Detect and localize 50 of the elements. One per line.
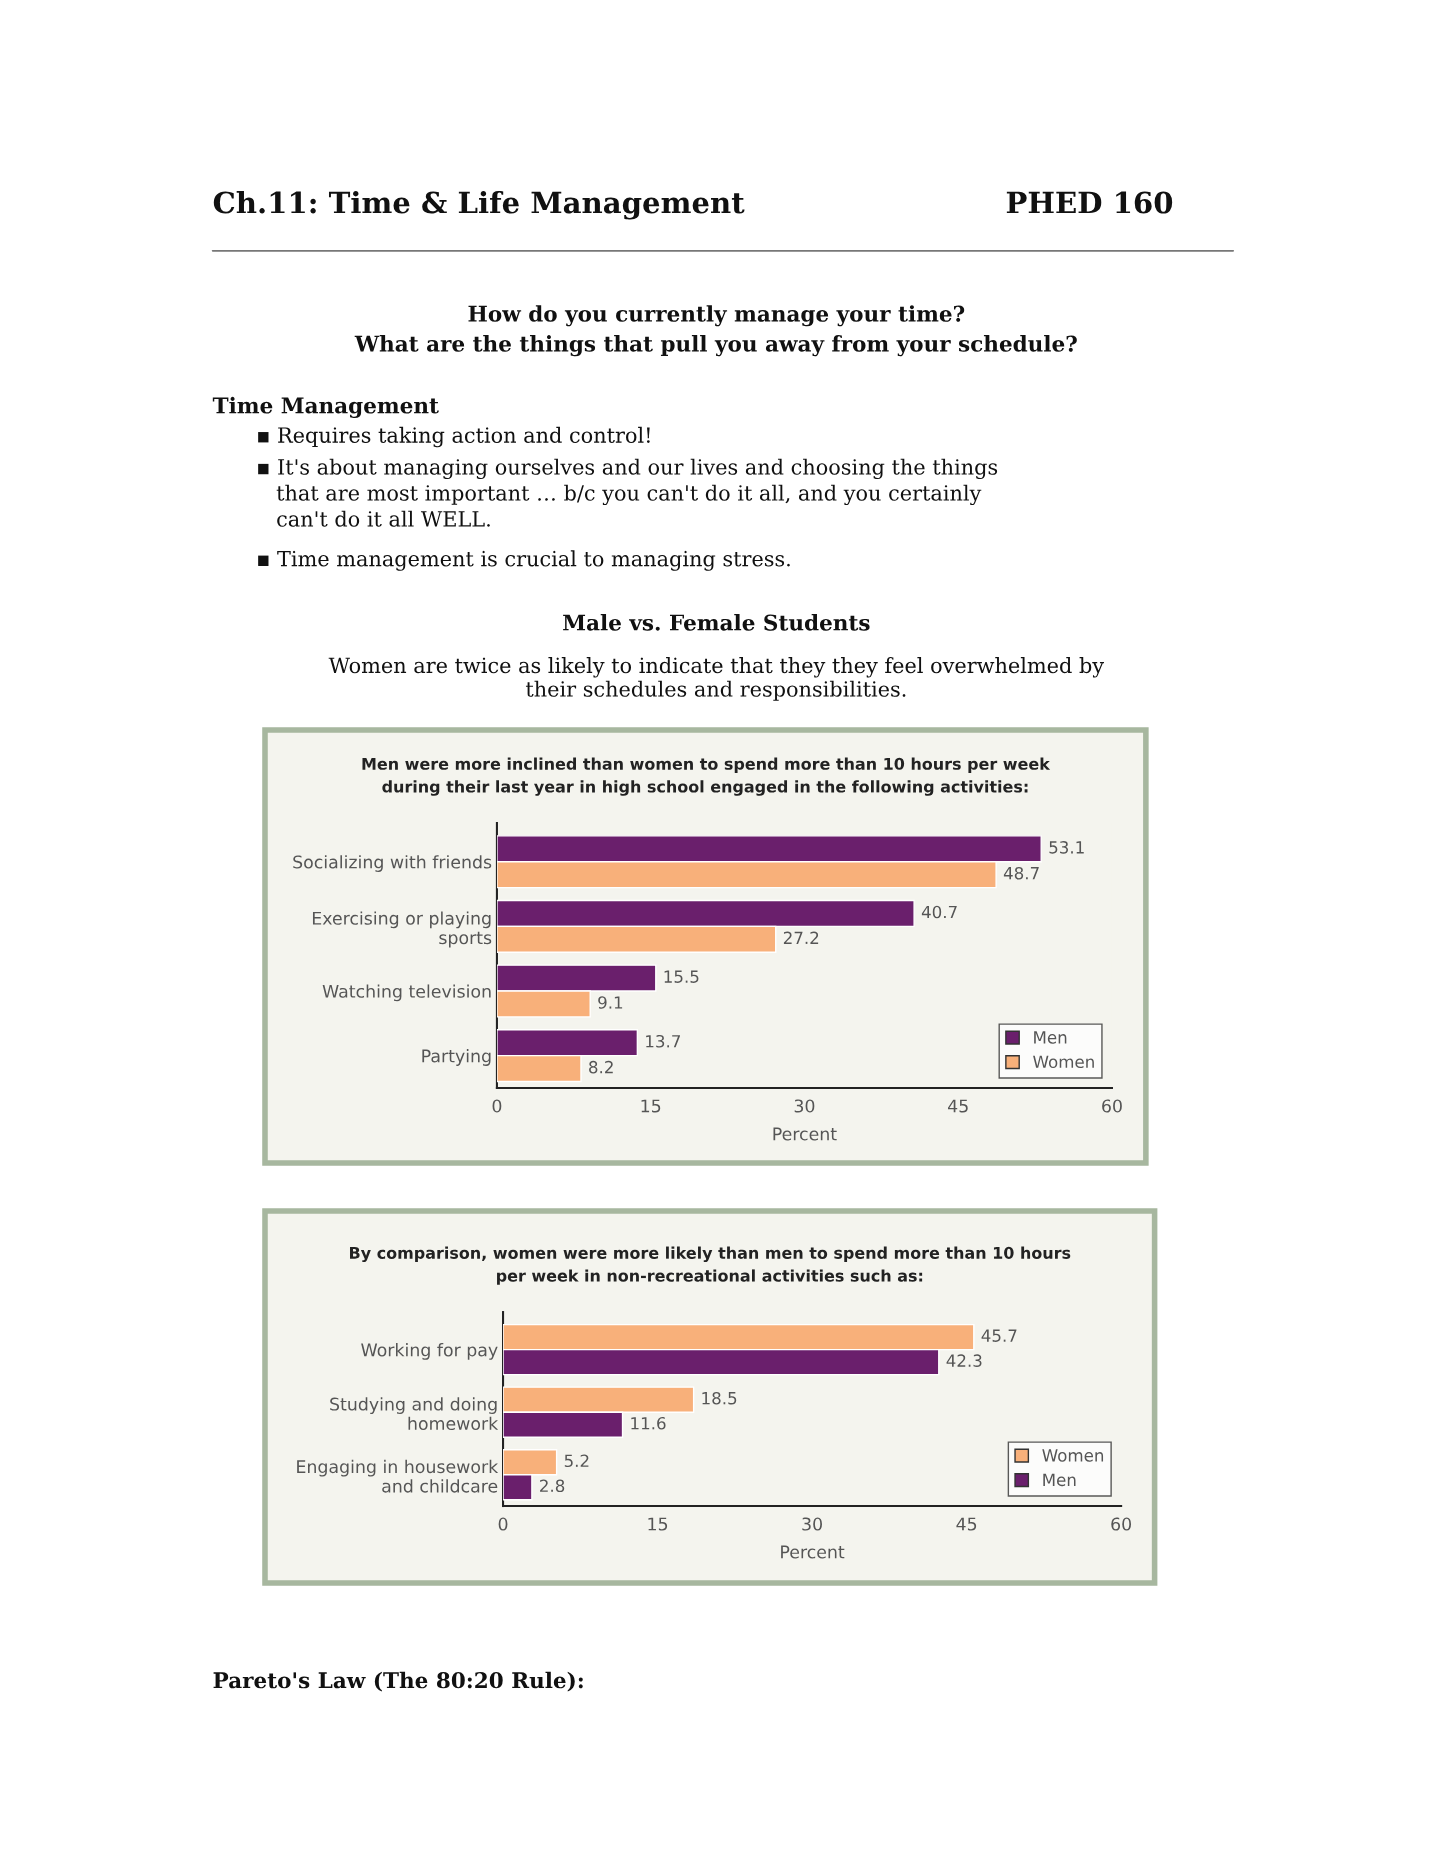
text: ▪ It's about managing ourselves and our lives and choosing the things that are most important … b/c you can't do it all, and you certainly can't do it all WELL. [258,458,998,527]
legend-label: Men [1043,1473,1076,1487]
y-tick-label: Working for pay [361,1343,498,1360]
text: Time Management [212,396,439,418]
data-label: 48.7 [1003,866,1039,880]
y-tick-label: Socializing with friends [293,855,492,872]
data-label: 11.6 [631,1416,666,1430]
x-tick-label: 0 [498,1517,508,1531]
x-tick-label: 30 [802,1517,822,1531]
text: Pareto's Law (The 80:20 Rule): [213,1671,583,1692]
text: ▪ Time management is crucial to managing stress. [258,550,790,571]
y-tick-label: Studying and doing homework [330,1397,499,1431]
x-tick-label: 15 [648,1517,668,1531]
y-tick-label: Watching television [322,984,491,1002]
text: ▪ Requires taking action and control! [258,426,650,448]
data-label: 2.8 [540,1479,565,1493]
y-tick-label: Exercising or playing sports [312,911,492,948]
data-label: 9.1 [598,996,623,1009]
y-tick-label: Engaging in housework and childcare [297,1459,499,1493]
x-axis-title: Percent [781,1545,845,1559]
data-label: 13.7 [646,1034,680,1048]
data-label: 18.5 [702,1391,737,1405]
text: What are the things that pull you away from your schedule? [354,335,1077,357]
x-tick-label: 30 [794,1099,815,1113]
text: Women are twice as likely to indicate that they they feel overwhelmed by their schedules and responsibilities. [328,657,1105,701]
data-label: 15.5 [664,970,699,983]
x-axis-title: Percent [773,1127,837,1141]
data-label: 45.7 [981,1329,1017,1342]
text: Ch.11: Time & Life Management [213,190,745,220]
chart-title: Men were more inclined than women to spend more than 10 hours per week during their last year in high school engaged in the following activities: [362,757,1051,796]
x-tick-label: 60 [1102,1099,1122,1113]
x-tick-label: 45 [948,1099,968,1113]
legend-label: Women [1033,1055,1094,1069]
text: How do you currently manage your time? [468,305,965,327]
chart-title: By comparison, women were more likely than men to spend more than 10 hours per week in non-recreational activities such as: [350,1246,1071,1285]
text: PHED 160 [1006,191,1173,214]
x-tick-label: 15 [641,1099,661,1113]
y-tick-label: Partying [422,1049,491,1066]
x-tick-label: 60 [1111,1517,1132,1531]
data-label: 53.1 [1049,841,1084,854]
text: Male vs. Female Students [563,614,870,631]
x-tick-label: 45 [956,1517,977,1531]
data-label: 27.2 [783,931,819,944]
legend-label: Men [1034,1031,1067,1044]
data-label: 5.2 [564,1454,589,1468]
data-label: 8.2 [589,1060,613,1074]
data-label: 42.3 [946,1354,982,1367]
legend-label: Women [1042,1449,1104,1462]
data-label: 40.7 [921,905,957,919]
x-tick-label: 0 [492,1099,502,1113]
